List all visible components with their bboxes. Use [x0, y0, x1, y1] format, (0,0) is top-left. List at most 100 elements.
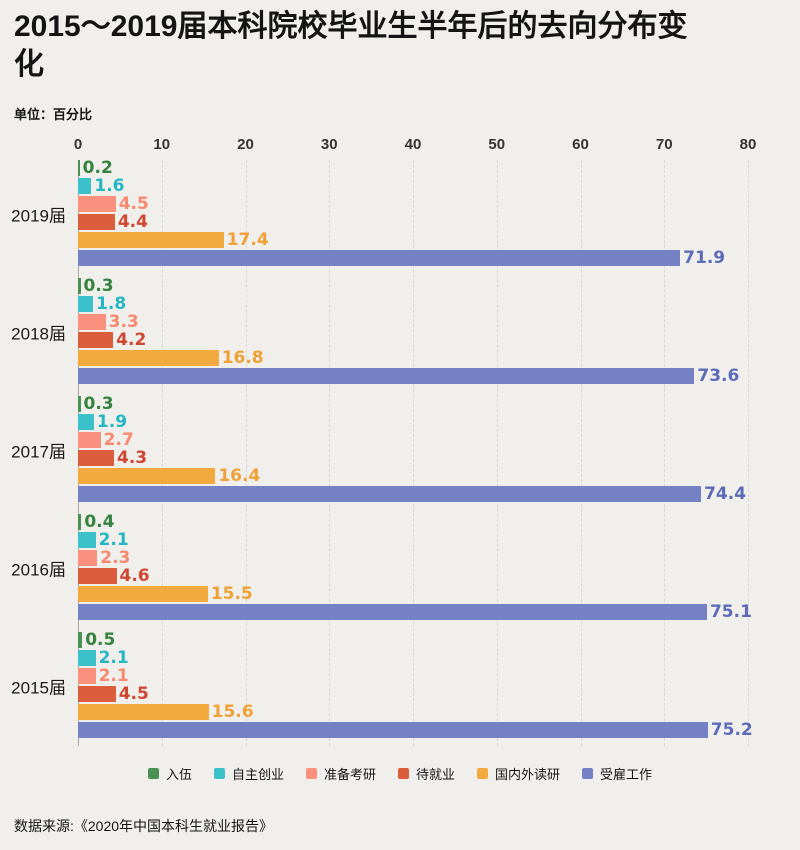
- category-label: 2017届: [11, 442, 66, 462]
- value-label: 15.6: [211, 701, 254, 722]
- x-tick-label: 40: [404, 136, 422, 153]
- bar-row: 74.4: [78, 485, 748, 502]
- bar-row: 2.7: [78, 429, 748, 450]
- value-label: 17.4: [226, 229, 269, 250]
- x-axis-ticks: 0 10 20 30 40 50 60 70 80: [74, 134, 757, 160]
- legend-swatch-icon: [398, 768, 409, 779]
- legend: 入伍 自主创业 准备考研 待就业 国内外读研 受雇工作: [0, 764, 800, 783]
- x-tick-label: 0: [73, 136, 83, 153]
- legend-label: 国内外读研: [495, 767, 561, 782]
- gridline: [580, 160, 582, 746]
- bar-待就业: [78, 214, 115, 230]
- bar-row: 4.5: [78, 195, 748, 212]
- legend-item-自主创业: 自主创业: [213, 764, 284, 783]
- value-label: 0.3: [83, 393, 114, 414]
- source-note: 数据来源:《2020年中国本科生就业报告》: [14, 818, 274, 834]
- bar-row: 71.9: [78, 247, 748, 268]
- bar-row: 3.3: [78, 311, 748, 332]
- bar-国内外读研: [78, 232, 224, 248]
- value-label: 2.1: [98, 665, 129, 686]
- legend-item-受雇工作: 受雇工作: [582, 764, 652, 783]
- bar-准备考研: [78, 550, 98, 566]
- bar-row: 4.6: [78, 567, 748, 584]
- gridline: [329, 160, 331, 746]
- legend-item-入伍: 入伍: [147, 764, 192, 783]
- legend-swatch-icon: [213, 768, 225, 779]
- legend-swatch-icon: [582, 768, 594, 779]
- bar-row: 4.2: [78, 331, 748, 348]
- bar-row: 1.6: [78, 177, 748, 194]
- bar-国内外读研: [78, 468, 216, 484]
- bar-入伍: [78, 278, 81, 294]
- gridline: [748, 160, 749, 746]
- bar-row: 0.4: [78, 511, 748, 532]
- bar-group-2018届: 2018届 0.3 1.8 3.3 4.2 16.8 73.6: [11, 275, 748, 386]
- legend-item-待就业: 待就业: [398, 764, 455, 783]
- bar-自主创业: [78, 532, 96, 548]
- value-label: 2.1: [98, 529, 129, 550]
- bar-row: 2.1: [78, 665, 748, 686]
- bar-row: 4.5: [78, 683, 748, 704]
- value-label: 4.5: [118, 683, 149, 704]
- value-label: 2.1: [98, 647, 129, 668]
- bar-国内外读研: [78, 704, 209, 720]
- x-tick-label: 50: [488, 136, 506, 153]
- legend-swatch-icon: [477, 768, 489, 779]
- legend-item-国内外读研: 国内外读研: [477, 764, 560, 783]
- value-label: 75.2: [710, 719, 753, 740]
- legend-label: 入伍: [165, 767, 192, 782]
- gridline: [245, 160, 247, 746]
- value-label: 0.4: [84, 511, 115, 532]
- value-label: 1.9: [96, 411, 128, 432]
- bar-入伍: [78, 396, 81, 412]
- value-label: 71.9: [683, 247, 726, 268]
- category-label: 2019届: [11, 206, 66, 226]
- category-label: 2016届: [11, 560, 66, 580]
- bar-受雇工作: [78, 722, 708, 738]
- bar-row: 75.1: [78, 603, 752, 620]
- legend-label: 待就业: [416, 767, 456, 782]
- gridline: [413, 160, 414, 746]
- legend-label: 受雇工作: [600, 767, 653, 782]
- value-label: 3.3: [108, 311, 139, 332]
- bar-row: 15.6: [78, 701, 748, 722]
- bar-自主创业: [78, 178, 92, 194]
- bar-chart: 0 10 20 30 40 50 60 70 80 2019届 0.2 1.6 4.5 4.4 17.4 7…: [11, 134, 757, 746]
- value-label: 16.8: [221, 347, 264, 368]
- bar-row: 0.3: [78, 393, 748, 414]
- bar-自主创业: [78, 650, 96, 666]
- gridline: [161, 160, 163, 746]
- bar-受雇工作: [78, 250, 681, 266]
- bar-受雇工作: [78, 368, 695, 384]
- bar-row: 1.9: [78, 411, 748, 432]
- value-label: 2.7: [103, 429, 134, 450]
- bar-国内外读研: [78, 586, 208, 602]
- bar-row: 75.2: [78, 721, 753, 738]
- bar-入伍: [78, 160, 80, 176]
- bar-row: 0.2: [78, 159, 748, 176]
- chart-title-line1: 2015～2019届本科院校毕业生半年后的去向分布变: [14, 10, 688, 43]
- value-label: 4.3: [117, 447, 148, 468]
- chart-title: 2015～2019届本科院校毕业生半年后的去向分布变 化: [14, 8, 792, 85]
- x-tick-label: 10: [153, 136, 171, 153]
- bar-国内外读研: [78, 350, 219, 366]
- category-label: 2015届: [11, 678, 66, 698]
- bar-row: 4.3: [78, 447, 748, 468]
- x-tick-label: 20: [237, 136, 254, 153]
- value-label: 73.6: [697, 365, 740, 386]
- legend-label: 自主创业: [231, 767, 284, 782]
- bar-受雇工作: [78, 604, 707, 620]
- legend-swatch-icon: [147, 768, 159, 779]
- bar-row: 2.3: [78, 549, 748, 566]
- bar-group-2015届: 2015届 0.5 2.1 2.1 4.5 15.6 75.2: [11, 629, 753, 740]
- bar-row: 2.1: [78, 647, 748, 668]
- bar-待就业: [78, 450, 114, 466]
- legend-item-准备考研: 准备考研: [305, 764, 376, 783]
- gridline: [496, 160, 498, 746]
- value-label: 0.3: [83, 275, 114, 296]
- bar-row: 15.5: [78, 585, 748, 602]
- value-label: 0.5: [85, 629, 116, 650]
- bar-row: 17.4: [78, 229, 748, 250]
- bar-准备考研: [78, 314, 106, 330]
- gridline: [664, 160, 666, 746]
